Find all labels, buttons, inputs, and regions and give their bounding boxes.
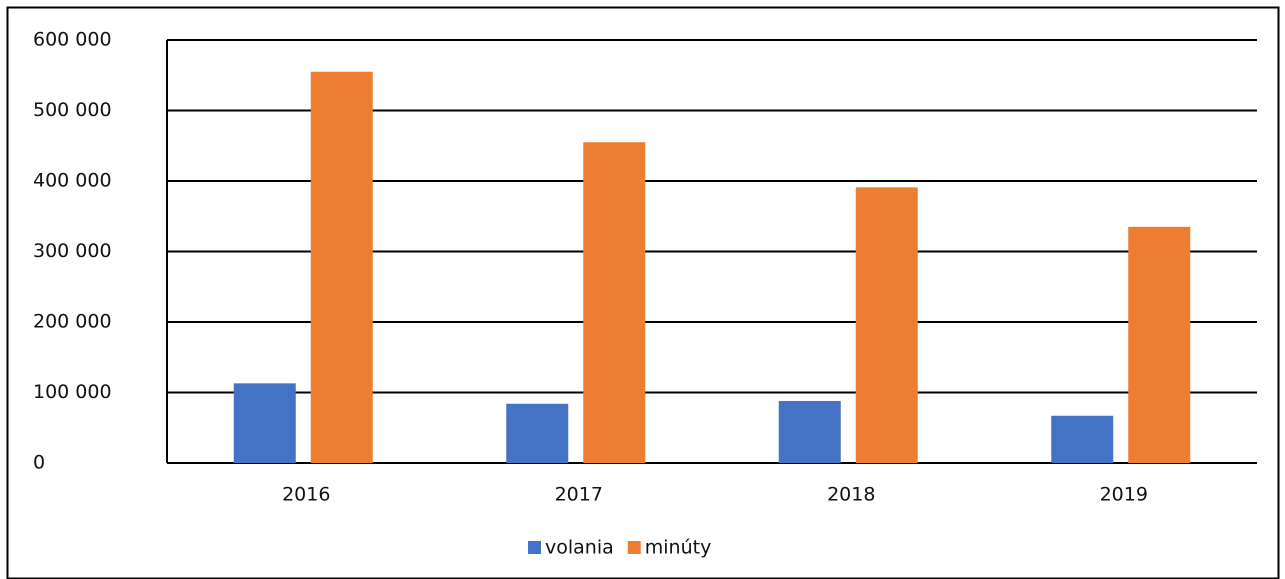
y-tick-label: 500 000: [33, 99, 112, 121]
bar: [778, 400, 841, 463]
x-tick-label: 2019: [1100, 484, 1148, 506]
bar: [506, 403, 569, 463]
bar: [855, 187, 918, 463]
y-tick-label: 600 000: [33, 29, 112, 51]
y-tick-label: 300 000: [33, 240, 112, 262]
y-tick-label: 100 000: [33, 381, 112, 403]
legend-label: volania: [545, 537, 614, 559]
bar: [1128, 226, 1191, 463]
bar: [1051, 415, 1114, 463]
x-tick-label: 2017: [555, 484, 603, 506]
bar: [233, 383, 296, 463]
x-tick-label: 2018: [827, 484, 875, 506]
bar: [583, 142, 646, 463]
legend-label: minúty: [645, 537, 712, 559]
legend-swatch: [627, 541, 641, 554]
y-tick-label: 0: [33, 452, 45, 474]
x-tick-label: 2016: [282, 484, 330, 506]
bar: [310, 71, 373, 463]
y-tick-label: 400 000: [33, 170, 112, 192]
y-tick-label: 200 000: [33, 311, 112, 333]
legend-swatch: [528, 541, 541, 554]
